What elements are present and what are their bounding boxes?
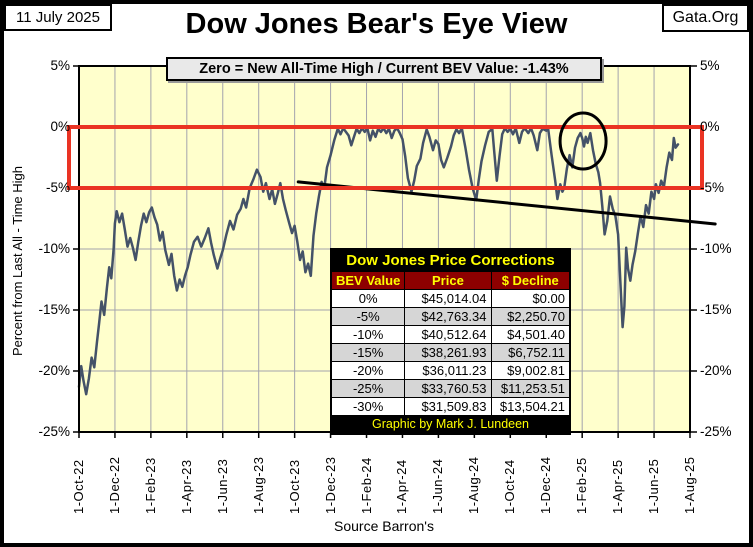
x-tick-label: 1-Aug-25 (682, 456, 697, 514)
gata-org-badge: Gata.Org (662, 4, 749, 32)
x-tick-label: 1-Aug-23 (250, 456, 266, 514)
gata-org-label: Gata.Org (672, 9, 739, 26)
date-box: 11 July 2025 (4, 4, 112, 31)
date-label: 11 July 2025 (16, 9, 100, 26)
table-cell: $2,250.70 (490, 307, 571, 326)
y-tick-label-right: -5% (700, 180, 725, 195)
table-cell: $31,509.83 (404, 397, 492, 416)
x-tick-label: 1-Oct-24 (502, 459, 518, 514)
table-footer-credit: Graphic by Mark J. Lundeen (330, 415, 571, 435)
table-row: -30% $31,509.83 $13,504.21 (330, 397, 571, 416)
table-cell: -15% (330, 343, 406, 362)
x-tick-label: 1-Dec-22 (106, 456, 122, 514)
red-zone-box-annotation (67, 125, 704, 190)
y-tick-label-right: -10% (700, 241, 732, 256)
source-label: Source Barron's (334, 518, 434, 534)
price-corrections-table: Dow Jones Price Corrections BEV Value Pr… (330, 248, 571, 435)
table-cell: $4,501.40 (490, 325, 571, 344)
table-row: 0% $45,014.04 $0.00 (330, 289, 571, 308)
table-cell: -20% (330, 361, 406, 380)
table-cell: $0.00 (490, 289, 571, 308)
x-tick-label: 1-Apr-23 (178, 459, 194, 514)
y-tick-label-left: -15% (38, 302, 70, 317)
y-tick-label-right: 0% (700, 119, 720, 134)
table-row: -25% $33,760.53 $11,253.51 (330, 379, 571, 398)
y-tick-label-left: -20% (38, 363, 70, 378)
x-tick-label: 1-Jun-23 (214, 458, 230, 514)
x-tick-label: 1-Feb-24 (358, 457, 374, 514)
x-tick-label: 1-Apr-25 (610, 459, 626, 514)
y-tick-label-right: -25% (700, 424, 732, 439)
subtitle-box: Zero = New All-Time High / Current BEV V… (166, 57, 602, 81)
table-cell: $33,760.53 (404, 379, 492, 398)
page-title: Dow Jones Bear's Eye View (185, 8, 568, 40)
col-header-bev-value: BEV Value (330, 271, 406, 290)
table-row: -20% $36,011.23 $9,002.81 (330, 361, 571, 380)
table-title-row: Dow Jones Price Corrections (330, 248, 571, 272)
subtitle-label: Zero = New All-Time High / Current BEV V… (199, 61, 569, 77)
x-tick-label: 1-Dec-23 (322, 456, 338, 514)
table-cell: $9,002.81 (490, 361, 571, 380)
y-tick-label-left: -5% (45, 180, 70, 195)
x-tick-label: 1-Oct-23 (286, 459, 302, 514)
table-cell: $6,752.11 (490, 343, 571, 362)
y-tick-label-left: -10% (38, 241, 70, 256)
y-tick-label-left: -25% (38, 424, 70, 439)
bev-series-line (77, 126, 680, 396)
circle-annotation (558, 111, 608, 171)
table-cell: 0% (330, 289, 406, 308)
y-tick-label-right: -20% (700, 363, 732, 378)
x-tick-label: 1-Apr-24 (394, 459, 410, 514)
table-cell: -10% (330, 325, 406, 344)
x-tick-label: 1-Oct-22 (71, 459, 86, 514)
x-tick-label: 1-Jun-24 (430, 458, 446, 514)
table-cell: $36,011.23 (404, 361, 492, 380)
y-tick-label-right: 5% (700, 58, 720, 73)
table-cell: $11,253.51 (490, 379, 571, 398)
col-header-price: Price (404, 271, 492, 290)
table-row: -15% $38,261.93 $6,752.11 (330, 343, 571, 362)
x-tick-label: 1-Feb-25 (574, 457, 590, 514)
col-header-decline: $ Decline (490, 271, 571, 290)
y-tick-label-left: 5% (50, 58, 70, 73)
y-tick-label-left: 0% (50, 119, 70, 134)
table-row: -10% $40,512.64 $4,501.40 (330, 325, 571, 344)
table-cell: -25% (330, 379, 406, 398)
x-tick-label: 1-Feb-23 (142, 457, 158, 514)
table-cell: -5% (330, 307, 406, 326)
table-title: Dow Jones Price Corrections (330, 248, 571, 272)
table-header-row: BEV Value Price $ Decline (330, 271, 571, 290)
x-tick-label: 1-Aug-24 (466, 456, 482, 514)
y-tick-label-right: -15% (700, 302, 732, 317)
x-tick-label: 1-Dec-24 (538, 456, 554, 514)
table-cell: $38,261.93 (404, 343, 492, 362)
table-cell: $42,763.34 (404, 307, 492, 326)
table-footer-row: Graphic by Mark J. Lundeen (330, 415, 571, 435)
table-row: -5% $42,763.34 $2,250.70 (330, 307, 571, 326)
table-cell: -30% (330, 397, 406, 416)
x-tick-label: 1-Jun-25 (646, 458, 662, 514)
table-cell: $13,504.21 (490, 397, 571, 416)
table-cell: $45,014.04 (404, 289, 492, 308)
table-cell: $40,512.64 (404, 325, 492, 344)
